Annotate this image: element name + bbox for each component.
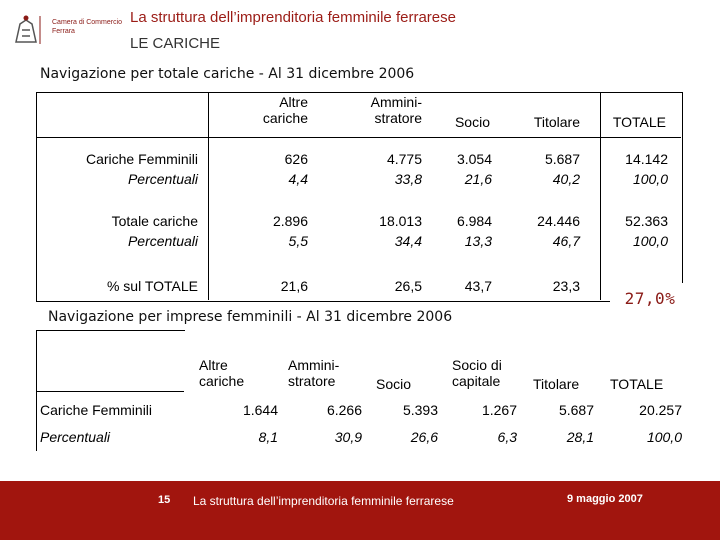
t2-header-amm-l2: stratore — [288, 373, 336, 389]
footer-date: 9 maggio 2007 — [567, 493, 643, 505]
t2-header-sociocap-l1: Socio di — [452, 357, 502, 373]
t1-r2-amm-pct: 34,4 — [394, 233, 422, 249]
t1-r2-socio: 6.984 — [456, 213, 492, 229]
t2-r2-altre: 8,1 — [258, 429, 278, 445]
t1-row2-label: Totale cariche — [111, 213, 198, 229]
logo-line-1: Camera di Commercio — [52, 19, 123, 26]
t2-row1-label: Cariche Femminili — [40, 402, 153, 418]
t1-r3-titolare: 23,3 — [552, 278, 580, 294]
t2-header-altre-l2: cariche — [199, 373, 245, 389]
t2-header-amministratore: Ammini- stratore — [288, 357, 360, 389]
t2-header-socio: Socio — [376, 376, 412, 392]
section2-title: Navigazione per imprese femminili - Al 3… — [48, 309, 453, 325]
t1-header-altre-l2: cariche — [262, 110, 308, 126]
t1-r2-altre: 2.896 — [272, 213, 308, 229]
t1-r1-socio-pct: 21,6 — [464, 171, 492, 187]
chamber-logo — [15, 15, 41, 44]
t2-r2-sociocap: 6,3 — [497, 429, 517, 445]
t1-r2-socio-pct: 13,3 — [464, 233, 492, 249]
footer-title: La struttura dell’imprenditoria femminil… — [193, 494, 454, 508]
t1-r2-amm: 18.013 — [379, 213, 422, 229]
t1-row3-label: % sul TOTALE — [106, 278, 198, 294]
table1-total-column — [600, 92, 682, 300]
t1-row1-label: Cariche Femminili — [85, 151, 198, 167]
t1-r1-altre: 626 — [284, 151, 308, 167]
t1-header-titolare: Titolare — [533, 114, 580, 130]
t1-r2-altre-pct: 5,5 — [288, 233, 308, 249]
t1-header-altre: Altre cariche — [246, 94, 308, 126]
t2-header-amm-l1: Ammini- — [288, 357, 340, 373]
t1-r2-totale-pct: 100,0 — [632, 233, 668, 249]
t2-r1-amm: 6.266 — [326, 402, 362, 418]
t2-r1-altre: 1.644 — [242, 402, 278, 418]
table2-header-divider — [36, 391, 184, 392]
t1-header-altre-l1: Altre — [279, 94, 308, 110]
t2-header-socio-capitale: Socio di capitale — [452, 357, 526, 389]
t2-row2-label: Percentuali — [40, 429, 111, 445]
t1-row2-sublabel: Percentuali — [127, 233, 198, 249]
t1-header-totale: TOTALE — [612, 114, 666, 130]
t1-r1-altre-pct: 4,4 — [288, 171, 308, 187]
t1-r2-titolare: 24.446 — [537, 213, 580, 229]
t2-r2-socio: 26,6 — [410, 429, 438, 445]
t2-r1-socio: 5.393 — [402, 402, 438, 418]
t1-r3-socio: 43,7 — [464, 278, 492, 294]
t1-r1-titolare-pct: 40,2 — [552, 171, 580, 187]
t2-header-sociocap-l2: capitale — [452, 373, 501, 389]
t1-r3-amm: 26,5 — [394, 278, 422, 294]
t2-r2-totale: 100,0 — [646, 429, 682, 445]
t2-r2-amm: 30,9 — [334, 429, 362, 445]
page-number: 15 — [158, 494, 171, 506]
t1-r1-amm-pct: 33,8 — [394, 171, 422, 187]
t2-r1-titolare: 5.687 — [558, 402, 594, 418]
t1-r1-socio: 3.054 — [456, 151, 492, 167]
table1-header-divider — [36, 92, 681, 138]
t2-header-titolare: Titolare — [533, 376, 580, 392]
t1-r1-amm: 4.775 — [386, 151, 422, 167]
t2-r1-totale: 20.257 — [639, 402, 682, 418]
t2-header-altre-l1: Altre — [199, 357, 228, 373]
logo-text: Camera di Commercio Ferrara — [52, 18, 122, 36]
t1-r1-titolare: 5.687 — [544, 151, 580, 167]
t1-r1-totale-pct: 100,0 — [632, 171, 668, 187]
t2-r2-titolare: 28,1 — [566, 429, 594, 445]
highlight-percentage: 27,0% — [624, 289, 676, 308]
t1-r3-altre: 21,6 — [280, 278, 308, 294]
t1-r2-titolare-pct: 46,7 — [552, 233, 580, 249]
table2-frame — [36, 330, 185, 451]
logo-line-2: Ferrara — [52, 28, 75, 35]
table1-frame — [36, 92, 683, 302]
t1-header-amm-l2: stratore — [374, 110, 422, 126]
t1-header-socio: Socio — [454, 114, 490, 130]
t1-r2-totale: 52.363 — [625, 213, 668, 229]
t1-row1-sublabel: Percentuali — [127, 171, 198, 187]
t2-header-altre: Altre cariche — [199, 357, 269, 389]
slide-title: La struttura dell’imprenditoria femminil… — [130, 9, 456, 26]
slide-subtitle: LE CARICHE — [130, 35, 221, 52]
lion-emblem-icon — [15, 19, 37, 43]
footer-bar — [0, 481, 720, 540]
t2-header-totale: TOTALE — [610, 376, 664, 392]
section1-title: Navigazione per totale cariche - Al 31 d… — [40, 66, 415, 82]
t1-r1-totale: 14.142 — [625, 151, 668, 167]
t1-header-amm-l1: Ammini- — [370, 94, 422, 110]
t2-r1-sociocap: 1.267 — [481, 402, 517, 418]
t1-header-amministratore: Ammini- stratore — [344, 94, 422, 126]
table1-label-column — [36, 92, 209, 300]
highlight-backdrop — [610, 283, 688, 317]
